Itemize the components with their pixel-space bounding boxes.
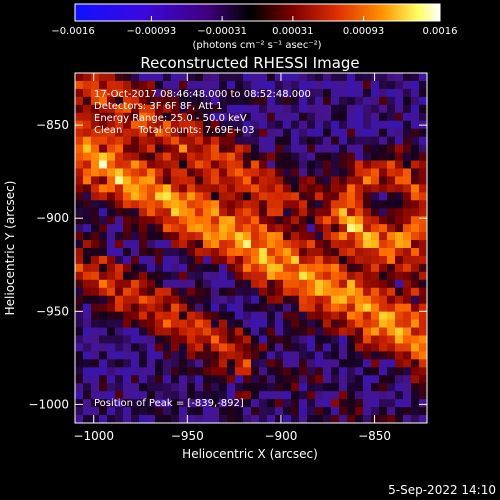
plot-frame: [74, 72, 428, 424]
y-tick-label: −850: [36, 118, 69, 132]
x-tick-label: −850: [358, 429, 391, 443]
heatmap-image: [75, 73, 427, 423]
colorbar-tick-label: −0.00093: [127, 26, 177, 37]
axis-ticks: −1000 −950 −900 −850 −1000 −950 −900 −850: [28, 73, 427, 443]
y-tick-label: −900: [36, 211, 69, 225]
colorbar-ticks: −0.0016 −0.00093 −0.00031 0.00031 0.00093 0.0…: [51, 16, 458, 37]
colorbar-tick-label: −0.0016: [51, 26, 94, 37]
x-tick-label: −1000: [73, 429, 114, 443]
annotation-detectors: Detectors: 3F 6F 8F, Att 1: [94, 101, 222, 112]
colorbar-tick-label: −0.00031: [197, 26, 247, 37]
y-tick-label: −1000: [28, 397, 69, 411]
colorbar-tick-label: 0.0016: [423, 26, 458, 37]
chart-title: Reconstructed RHESSI Image: [140, 54, 359, 72]
x-axis-label: Heliocentric X (arcsec): [182, 447, 318, 461]
annotation-clean: Clean Total counts: 7.69E+03: [94, 125, 254, 136]
x-tick-label: −950: [171, 429, 204, 443]
footer-timestamp: 5-Sep-2022 14:10: [388, 483, 496, 497]
colorbar-tick-label: 0.00093: [343, 26, 384, 37]
annotation-energy: Energy Range: 25.0 - 50.0 keV: [94, 113, 247, 124]
annotation-peak: Position of Peak = [-839,-892]: [94, 398, 244, 409]
x-tick-label: −900: [264, 429, 297, 443]
colorbar-unit-label: (photons cm⁻² s⁻¹ asec⁻²): [192, 40, 321, 51]
y-tick-label: −950: [36, 304, 69, 318]
y-axis-label: Heliocentric Y (arcsec): [3, 181, 17, 316]
colorbar-tick-label: 0.00031: [272, 26, 313, 37]
annotation-time-range: 17-Oct-2017 08:46:48.000 to 08:52:48.000: [94, 89, 311, 100]
colorbar: [74, 3, 441, 22]
